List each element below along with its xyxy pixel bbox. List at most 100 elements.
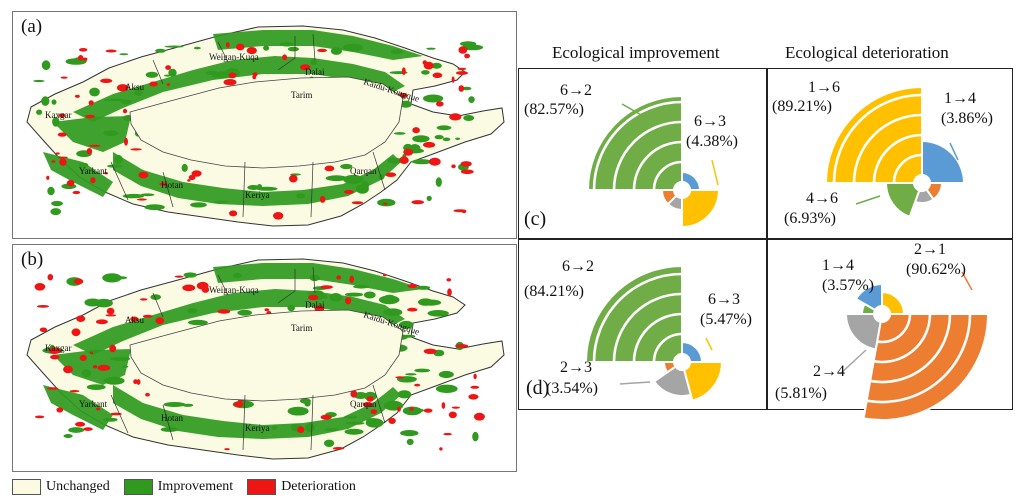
- annotation-br-2to1-percent: (90.62%): [906, 261, 966, 278]
- rose-br-center-yellow: [881, 290, 906, 315]
- annotation-c-6to3-percent: (4.38%): [686, 133, 738, 150]
- annotation-br-2to4-percent: (5.81%): [775, 385, 827, 402]
- rose-ring: [612, 292, 683, 363]
- annotation-d-6to3-transition: 6→3: [708, 291, 740, 308]
- annotation-d-6to3-percent: (5.47%): [700, 311, 752, 328]
- rose-ring: [869, 313, 952, 384]
- sub-basin-boundary: [162, 171, 174, 208]
- sub-basin-boundary: [110, 394, 129, 434]
- rose-c-center-blue: [681, 170, 702, 191]
- sub-basin-boundary: [242, 161, 246, 218]
- annotation-tr-4to6-percent: (6.93%): [784, 210, 836, 227]
- sub-basin-boundary: [152, 59, 164, 85]
- leader-line: [711, 159, 719, 186]
- rose-d-2to3: [652, 365, 693, 397]
- annotation-c-6to2-transition: 6→2: [560, 82, 592, 99]
- rose-ring: [872, 133, 923, 184]
- rose-br-1to4: [854, 282, 883, 312]
- rose-ring: [592, 100, 683, 191]
- rose-d-center-orange: [662, 361, 677, 374]
- annotation-d-6to2-transition: 6→2: [562, 258, 594, 275]
- header-ecological-improvement: Ecological improvement: [552, 43, 720, 62]
- annotation-d-6to2-percent: (84.21%): [524, 283, 584, 300]
- basin-label-hotan: Hotan: [161, 413, 183, 423]
- basin-label-qarqan: Qarqan: [350, 399, 377, 409]
- rose-ring: [612, 120, 683, 191]
- panel-label-b: (b): [21, 249, 44, 270]
- map-legend: Unchanged Improvement Deterioration: [12, 477, 370, 497]
- panel-label-d: (d): [526, 377, 550, 399]
- basin-label-aksu: Aksu: [125, 82, 145, 92]
- annotation-br-2to4-transition: 2→4: [813, 363, 845, 380]
- rose-d-center-blue: [681, 340, 704, 363]
- rose-ring: [876, 313, 912, 344]
- land-change-patches: [33, 30, 484, 220]
- sub-basin-boundary: [217, 274, 229, 296]
- legend-swatch-improvement: [123, 479, 153, 495]
- annotation-tr-4to6-transition: 4→6: [806, 190, 838, 207]
- basin-label-weigan-kuqa: Weigan-Kuqa: [209, 285, 259, 295]
- rose-d-6to3: [682, 361, 724, 402]
- sub-basin-boundary: [242, 394, 246, 451]
- basin-label-tarim: Tarim: [291, 90, 312, 100]
- basin-label-aksu: Aksu: [125, 315, 145, 325]
- basin-label-weigan-kuqa: Weigan-Kuqa: [209, 52, 259, 62]
- sub-basin-boundary: [310, 394, 314, 451]
- annotation-d-2to3-percent: (3.54%): [546, 380, 598, 397]
- leader-line: [961, 271, 973, 291]
- annotation-br-2to1-transition: 2→1: [914, 241, 946, 258]
- annotation-br-1to4-transition: 1→4: [822, 257, 854, 274]
- legend-swatch-deterioration: [247, 479, 277, 495]
- sub-basin-boundary: [277, 36, 296, 71]
- leader-line: [886, 103, 901, 111]
- sub-basin-boundary: [312, 33, 316, 61]
- leader-line: [871, 284, 879, 293]
- sub-basin-boundary: [310, 161, 314, 218]
- leader-line: [705, 337, 713, 351]
- basin-label-keriya: Keriya: [245, 190, 270, 200]
- rose-ring: [852, 113, 923, 184]
- rose-ring: [873, 313, 932, 364]
- annotation-d-2to3-transition: 2→3: [560, 359, 592, 376]
- panel-label-c: (c): [524, 208, 547, 230]
- rose-c-center-orange: [660, 189, 678, 206]
- annotation-tr-1to6-transition: 1→6: [808, 79, 840, 96]
- basin-label-yarkant: Yarkant: [79, 166, 108, 176]
- rose-c-6to2: [586, 94, 683, 191]
- legend-item-unchanged: Unchanged: [12, 479, 110, 495]
- basin-label-kaxgar: Kaxgar: [45, 343, 72, 353]
- rose-c-6to3: [681, 189, 721, 229]
- desert-core: [129, 309, 404, 402]
- desert-core: [129, 76, 404, 169]
- sub-basin-boundary: [110, 161, 129, 201]
- map-panel-a: Weigan-Kuqa Dalai Kaidu-Kongque Aksu Tarim Ka…: [12, 11, 517, 239]
- annotation-c-6to3-transition: 6→3: [694, 113, 726, 130]
- legend-item-deterioration: Deterioration: [247, 479, 356, 495]
- rose-tr-1to4: [921, 139, 966, 184]
- land-change-patches: [34, 263, 485, 451]
- basin-map-b: Weigan-KuqaDalaiKaidu-KongqueAksuTarimKa…: [26, 258, 505, 460]
- basin-label-kaxgar: Kaxgar: [45, 110, 72, 120]
- basin-label-qarqan: Qarqan: [350, 166, 377, 176]
- leader-line: [619, 381, 651, 385]
- legend-label-unchanged: Unchanged: [46, 479, 110, 494]
- legend-item-improvement: Improvement: [123, 479, 234, 495]
- basin-label-hotan: Hotan: [161, 180, 183, 190]
- grid-divider-horizontal: [518, 238, 1013, 240]
- sub-basin-boundary: [152, 292, 164, 318]
- leader-line: [621, 103, 651, 121]
- panel-label-a: (a): [21, 16, 43, 37]
- sub-basin-boundary: [372, 151, 386, 191]
- annotation-c-6to2-percent: (82.57%): [524, 101, 584, 118]
- rose-ring: [866, 313, 972, 404]
- annotation-tr-1to4-percent: (3.86%): [941, 110, 993, 127]
- sub-basin-boundary: [312, 266, 316, 294]
- rose-ring: [652, 160, 683, 191]
- legend-label-improvement: Improvement: [157, 479, 234, 494]
- rose-ring: [632, 140, 683, 191]
- legend-swatch-unchanged: [12, 479, 41, 495]
- header-ecological-deterioration: Ecological deterioration: [785, 43, 949, 62]
- legend-label-deterioration: Deterioration: [281, 479, 356, 494]
- basin-map-a: Weigan-KuqaDalaiKaidu-KongqueAksuTarimKa…: [26, 25, 505, 227]
